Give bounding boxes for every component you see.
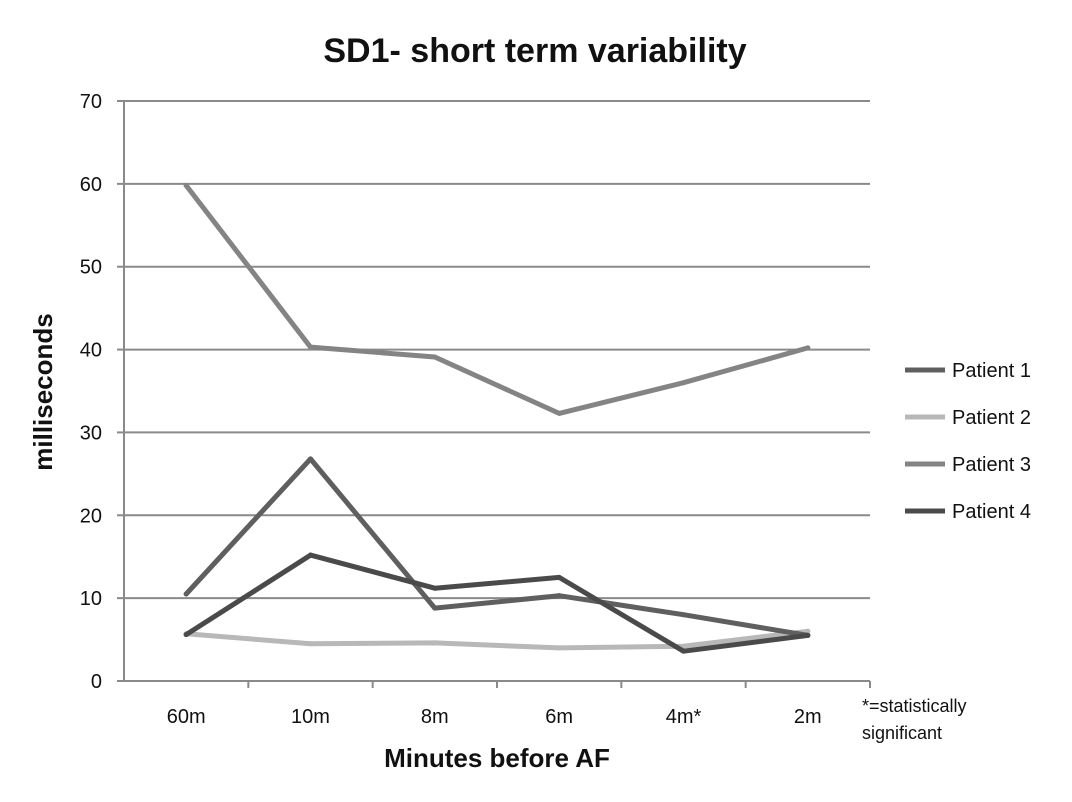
series-line-patient-2: [183, 628, 811, 651]
y-tick-label: 30: [80, 422, 102, 444]
data-point: [432, 640, 438, 646]
chart-title: SD1- short term variability: [323, 32, 746, 70]
data-point: [805, 632, 811, 638]
data-point: [308, 641, 313, 647]
y-tick-label: 60: [80, 174, 102, 196]
data-point: [308, 552, 313, 558]
y-tick-label: 70: [80, 91, 102, 113]
y-tick-label: 10: [80, 588, 102, 610]
legend: Patient 1 Patient 2 Patient 3 Patient 4: [905, 360, 1031, 523]
legend-label: Patient 2: [952, 407, 1031, 429]
x-tick-label: 4m*: [666, 706, 702, 728]
x-tick-label: 8m: [421, 706, 449, 728]
data-point: [681, 643, 686, 649]
data-point: [805, 628, 811, 634]
significance-note-line-1: *=statistically: [862, 696, 967, 716]
significance-note-line-2: significant: [862, 723, 942, 743]
data-point: [308, 344, 313, 350]
y-tick-label: 0: [91, 671, 102, 693]
data-point: [308, 456, 313, 462]
data-point: [556, 593, 562, 599]
series-line-patient-3: [183, 183, 811, 416]
y-tick-label: 40: [80, 340, 102, 362]
series-line-patient-1: [183, 456, 811, 638]
data-point: [805, 345, 811, 351]
data-point: [681, 612, 686, 618]
gridlines: [124, 100, 870, 600]
legend-label: Patient 1: [952, 360, 1031, 382]
data-point: [556, 410, 562, 416]
data-point: [432, 354, 438, 360]
data-point: [183, 183, 189, 189]
legend-label: Patient 3: [952, 454, 1031, 476]
series-lines: [183, 183, 811, 654]
x-tick-label: 60m: [167, 706, 206, 728]
x-tick-label: 10m: [291, 706, 330, 728]
x-axis-ticks: 60m 10m 8m 6m 4m* 2m: [167, 681, 871, 728]
y-tick-label: 20: [80, 505, 102, 527]
data-point: [556, 645, 562, 651]
y-axis-label: milliseconds: [28, 313, 58, 471]
data-point: [432, 605, 438, 611]
data-point: [681, 648, 686, 654]
data-point: [681, 380, 686, 386]
data-point: [183, 632, 189, 638]
y-axis-ticks: 0 10 20 30 40 50 60 70: [80, 91, 124, 693]
x-axis-label: Minutes before AF: [384, 743, 610, 773]
legend-label: Patient 4: [952, 501, 1031, 523]
y-tick-label: 50: [80, 257, 102, 279]
data-point: [556, 574, 562, 580]
data-point: [183, 591, 189, 597]
data-point: [432, 585, 438, 591]
x-tick-label: 6m: [545, 706, 573, 728]
x-tick-label: 2m: [794, 706, 822, 728]
series-line-patient-4: [183, 552, 811, 654]
